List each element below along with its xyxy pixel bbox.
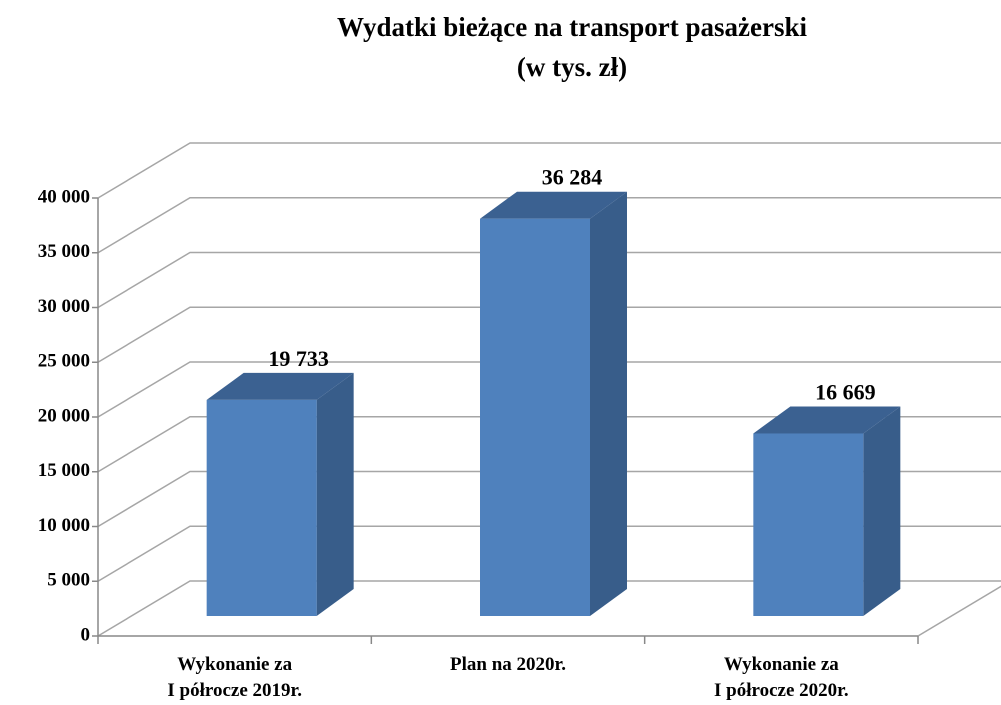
bar-side (863, 406, 901, 616)
bar-front (480, 218, 590, 617)
bar-top (753, 406, 901, 434)
x-tick-label: Wykonanie za I półrocze 2019r. (167, 654, 302, 701)
grid-line (97, 470, 1001, 528)
chart-subtitle: (w tys. zł) (517, 52, 627, 82)
chart-title: Wydatki bieżące na transport pasażerski (337, 12, 807, 42)
bar-top (206, 372, 354, 400)
value-label: 19 733 (268, 346, 329, 371)
bar-front (206, 399, 317, 616)
bar (480, 191, 627, 617)
bar-side (316, 372, 354, 616)
y-tick-label: 40 000 (38, 186, 90, 207)
bar (206, 372, 354, 616)
x-tick-label: Plan na 2020r. (450, 654, 566, 675)
y-tick-label: 35 000 (38, 241, 90, 262)
bar-front (753, 433, 864, 616)
bar (753, 406, 901, 616)
value-label: 36 284 (542, 165, 603, 190)
y-tick-label: 25 000 (38, 351, 90, 372)
y-tick-label: 30 000 (38, 296, 90, 317)
grid-line (97, 580, 1001, 637)
grid-line (97, 525, 1001, 582)
y-tick-label: 5 000 (47, 570, 90, 591)
bar-side (590, 191, 627, 617)
grid-line (97, 361, 1001, 418)
grid-line (97, 416, 1001, 473)
grid-line (97, 197, 1001, 254)
floor-edge (917, 585, 1001, 637)
grid-line (97, 142, 1001, 199)
y-tick-label: 20 000 (38, 405, 90, 426)
value-label: 16 669 (815, 380, 876, 405)
bar-top (480, 191, 627, 219)
y-tick-label: 15 000 (38, 460, 90, 481)
y-tick-label: 10 000 (38, 515, 90, 536)
grid-line (97, 251, 1001, 309)
grid-line (97, 306, 1001, 363)
y-tick-label: 0 (81, 624, 91, 645)
x-tick-label: Wykonanie za I półrocze 2020r. (714, 654, 849, 701)
